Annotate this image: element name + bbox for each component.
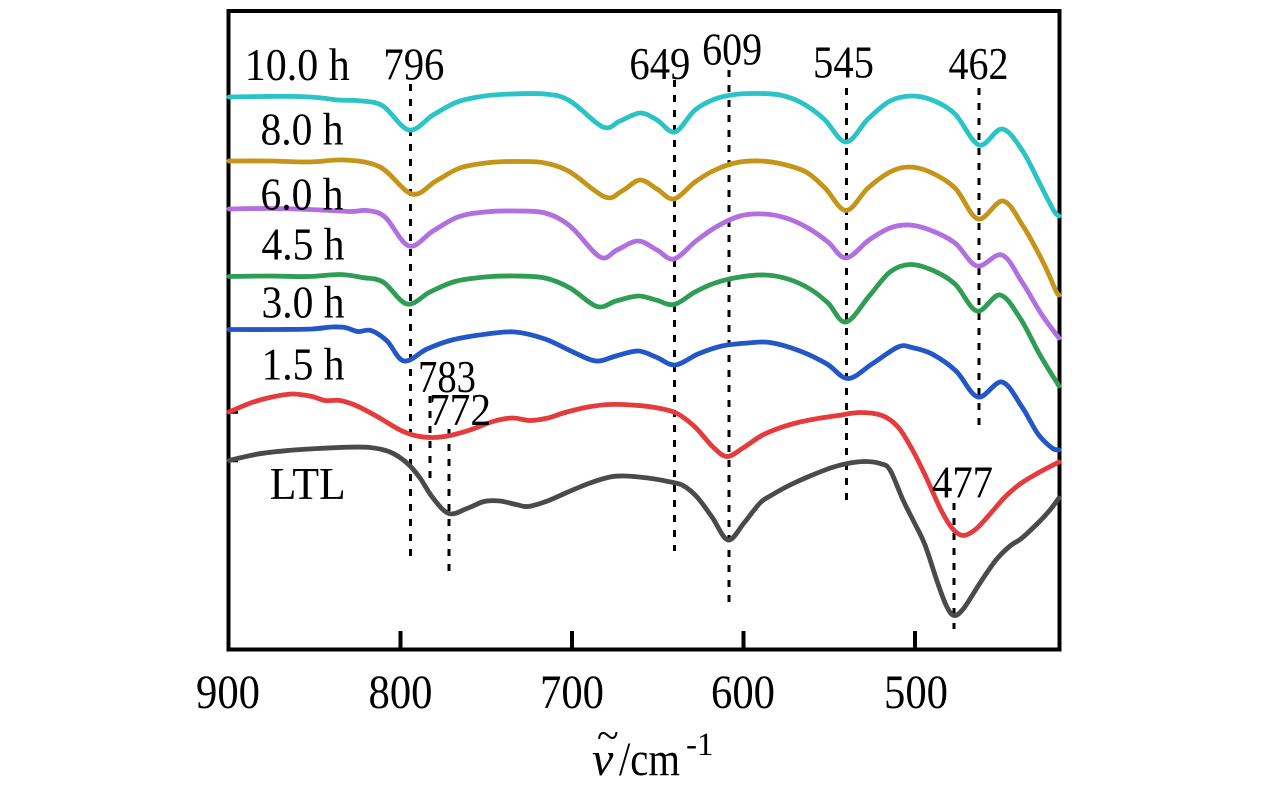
svg-text:545: 545 <box>813 37 874 88</box>
svg-text:4.5 h: 4.5 h <box>262 219 345 270</box>
svg-text:700: 700 <box>540 666 604 719</box>
svg-text:/cm: /cm <box>619 733 680 786</box>
svg-text:600: 600 <box>711 666 775 719</box>
svg-text:477: 477 <box>932 457 993 508</box>
svg-text:~: ~ <box>597 713 619 758</box>
svg-text:-1: -1 <box>686 727 714 763</box>
svg-text:LTL: LTL <box>270 458 346 509</box>
svg-text:1.5 h: 1.5 h <box>262 339 345 390</box>
svg-text:6.0 h: 6.0 h <box>261 169 344 220</box>
svg-text:500: 500 <box>884 666 948 719</box>
svg-text:796: 796 <box>383 39 444 90</box>
svg-text:772: 772 <box>429 384 491 435</box>
svg-text:8.0 h: 8.0 h <box>261 104 344 155</box>
svg-text:v: v <box>592 733 614 786</box>
svg-text:649: 649 <box>629 38 690 89</box>
svg-text:783: 783 <box>418 351 476 402</box>
svg-text:462: 462 <box>949 38 1009 89</box>
svg-text:800: 800 <box>369 666 433 719</box>
svg-text:900: 900 <box>196 666 260 719</box>
svg-text:3.0 h: 3.0 h <box>262 277 345 328</box>
svg-text:10.0 h: 10.0 h <box>245 39 350 90</box>
svg-text:609: 609 <box>702 24 762 75</box>
